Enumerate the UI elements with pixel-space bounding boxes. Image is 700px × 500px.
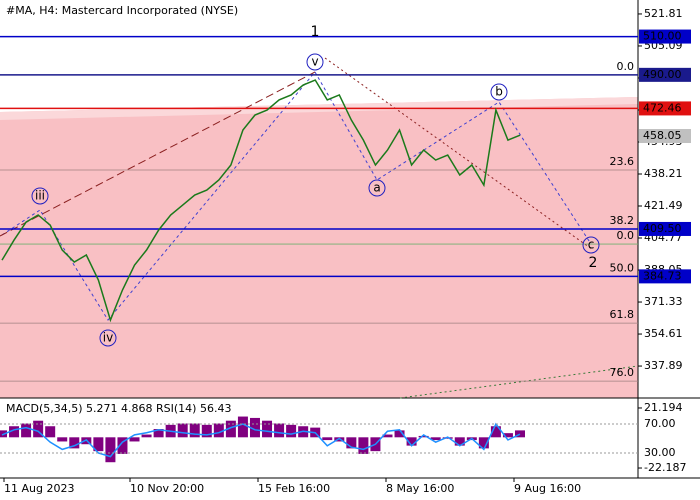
macd-bar bbox=[322, 437, 333, 441]
macd-bar bbox=[274, 423, 285, 438]
fib-label: 0.0 bbox=[617, 60, 635, 73]
macd-bar bbox=[490, 426, 501, 438]
macd-tick-label: -22.187 bbox=[644, 461, 686, 474]
level-label: 510.00 bbox=[643, 30, 682, 43]
x-tick-label: 8 May 16:00 bbox=[386, 482, 454, 495]
x-tick-label: 9 Aug 16:00 bbox=[514, 482, 581, 495]
level-box bbox=[639, 101, 691, 116]
x-tick-label: 11 Aug 2023 bbox=[4, 482, 74, 495]
level-label: 472.46 bbox=[643, 101, 682, 114]
level-label: 384.73 bbox=[643, 269, 682, 282]
wave-circle bbox=[368, 179, 386, 197]
macd-bar bbox=[117, 437, 128, 454]
wave-line bbox=[1, 71, 316, 321]
y-tick-label: 337.89 bbox=[644, 359, 683, 372]
macd-bar bbox=[515, 430, 525, 438]
wave-label: 2 bbox=[589, 255, 598, 271]
macd-bar bbox=[394, 430, 405, 438]
macd-bar bbox=[502, 433, 513, 438]
macd-bar bbox=[358, 437, 369, 454]
macd-bar bbox=[57, 437, 68, 442]
wave-label: a bbox=[373, 181, 380, 195]
y-tick-label: 421.49 bbox=[644, 199, 683, 212]
level-box bbox=[639, 67, 691, 82]
fib-label: 38.2 bbox=[610, 214, 635, 227]
macd-bar bbox=[262, 420, 273, 438]
macd-bar bbox=[225, 420, 236, 438]
macd-bar bbox=[430, 437, 441, 441]
macd-bar bbox=[129, 437, 140, 442]
chart-title: #MA, H4: Mastercard Incorporated (NYSE) bbox=[6, 4, 238, 17]
level-label: 490.00 bbox=[643, 68, 682, 81]
macd-bar bbox=[9, 426, 20, 438]
rsi-tick-label: 30.00 bbox=[644, 446, 676, 459]
level-box bbox=[639, 29, 691, 44]
macd-bar bbox=[406, 437, 417, 446]
level-box bbox=[639, 221, 691, 236]
level-label: 458.05 bbox=[643, 129, 682, 142]
price-line bbox=[1, 79, 521, 323]
level-box bbox=[639, 129, 691, 144]
y-tick-label: 438.21 bbox=[644, 167, 683, 180]
fib-label: 50.0 bbox=[610, 261, 635, 274]
level-box bbox=[639, 269, 691, 284]
macd-bar bbox=[45, 426, 56, 438]
wave-label: b bbox=[495, 85, 503, 99]
rsi-line bbox=[1, 422, 521, 458]
y-tick-label: 354.61 bbox=[644, 327, 683, 340]
macd-bar bbox=[213, 423, 224, 438]
macd-bar bbox=[105, 437, 116, 463]
wave-label: 1 bbox=[311, 24, 320, 40]
wave-circle bbox=[306, 53, 324, 71]
y-tick-label: 371.33 bbox=[644, 295, 683, 308]
fib-label: 0.0 bbox=[617, 229, 635, 242]
macd-bar bbox=[382, 434, 393, 438]
wave-label: iii bbox=[35, 189, 45, 203]
fib-label: 23.6 bbox=[610, 155, 635, 168]
macd-bar bbox=[442, 437, 453, 439]
y-tick-label: 521.81 bbox=[644, 7, 683, 20]
macd-bar bbox=[286, 424, 297, 438]
trend-line bbox=[0, 71, 316, 237]
macd-bar bbox=[141, 434, 152, 438]
macd-bar bbox=[153, 429, 164, 438]
macd-bar bbox=[93, 437, 104, 452]
macd-bar bbox=[454, 437, 465, 446]
x-tick-label: 15 Feb 16:00 bbox=[258, 482, 330, 495]
rsi-tick-label: 70.00 bbox=[644, 417, 676, 430]
fib-label: 76.0 bbox=[610, 366, 635, 379]
macd-tick-label: 21.194 bbox=[644, 401, 683, 414]
macd-bar bbox=[478, 437, 489, 449]
wave-lines bbox=[0, 57, 639, 399]
wave-circle bbox=[31, 187, 49, 205]
macd-bar bbox=[418, 435, 429, 438]
macd-bar bbox=[21, 423, 32, 438]
channel-fill bbox=[0, 97, 638, 398]
macd-bar bbox=[237, 416, 248, 438]
indicator-title: MACD(5,34,5) 5.271 4.868 RSI(14) 56.43 bbox=[6, 402, 231, 415]
macd-bar bbox=[177, 423, 188, 438]
fib-label: 61.8 bbox=[610, 308, 635, 321]
wave-circle bbox=[490, 83, 508, 101]
wave-label: v bbox=[311, 55, 318, 69]
wave-circle bbox=[99, 329, 117, 347]
macd-bar bbox=[189, 423, 200, 438]
wave-label: c bbox=[588, 238, 595, 252]
x-tick-label: 10 Nov 20:00 bbox=[130, 482, 204, 495]
macd-bar bbox=[33, 420, 44, 438]
wave-label: iv bbox=[103, 331, 113, 345]
wave-line bbox=[314, 71, 592, 245]
macd-bar bbox=[249, 417, 260, 438]
level-label: 409.50 bbox=[643, 222, 682, 235]
macd-bar bbox=[346, 437, 357, 449]
wave-circle bbox=[582, 236, 600, 254]
trend-line bbox=[399, 365, 639, 399]
macd-bar bbox=[201, 424, 212, 438]
macd-bar bbox=[69, 437, 80, 449]
